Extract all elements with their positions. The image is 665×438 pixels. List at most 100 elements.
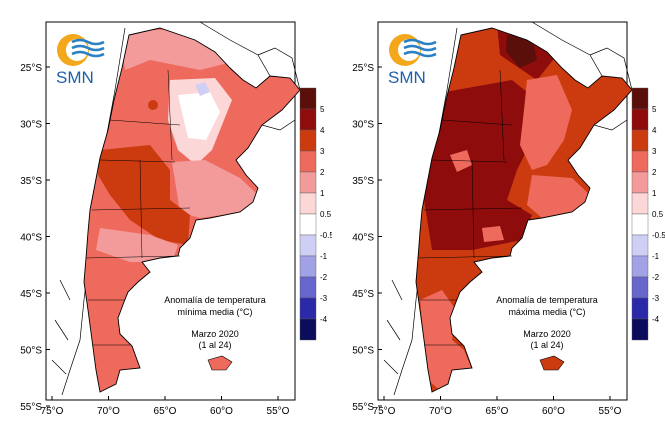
anomaly-zone-2-pampas (527, 175, 590, 218)
legend-label: 3 (652, 147, 657, 156)
legend-swatch (631, 192, 649, 215)
legend-label: 5 (320, 105, 325, 114)
malvinas-islands (207, 355, 233, 371)
lat-tick-label: 25°S (20, 63, 42, 74)
legend-swatch (299, 276, 317, 299)
lon-tick-label: 55°O (599, 406, 622, 417)
legend-swatch (631, 318, 649, 341)
smn-logo: SMN (388, 34, 437, 87)
lon-tick-label: 70°O (97, 406, 120, 417)
map-title-line2: mínima media (°C) (177, 307, 252, 317)
legend-swatch (631, 276, 649, 299)
legend-label: 1 (652, 189, 657, 198)
legend-swatch (631, 171, 649, 194)
lon-tick-label: 75°O (373, 406, 396, 417)
legend-label: 4 (652, 126, 657, 135)
org-name: SMN (56, 68, 94, 87)
lat-tick-label: 55°S (20, 402, 42, 413)
map-svg-max: 25°S 30°S 35°S 40°S 45°S 50°S 55°S 75°O 70°O 65°… (352, 21, 665, 417)
map-title-line2: máxima media (°C) (508, 307, 585, 317)
lat-tick-label: 40°S (352, 233, 374, 244)
legend: 5 4 3 2 1 0.5 -0.5 -1 -2 -3 -4 (299, 87, 334, 341)
legend-label: -4 (652, 315, 660, 324)
lon-tick-label: 75°O (41, 406, 64, 417)
province-borders (85, 69, 191, 346)
legend-swatch (299, 129, 317, 152)
anomaly-zone-5 (506, 35, 537, 68)
legend-swatch (299, 87, 317, 110)
lat-axis: 25°S 30°S 35°S 40°S 45°S 50°S 55°S (352, 63, 382, 413)
map-period-line2: (1 al 24) (530, 340, 563, 350)
org-name: SMN (388, 68, 426, 87)
legend-label: -2 (320, 273, 328, 282)
legend-swatch (631, 213, 649, 236)
legend-label: -0.5 (320, 231, 332, 240)
neighbor-borders (199, 21, 301, 91)
legend-swatch (631, 234, 649, 257)
lat-axis: 25°S 30°S 35°S 40°S 45°S 50°S 55°S (20, 63, 50, 413)
anomaly-spot-tucuman (148, 100, 158, 110)
lat-tick-label: 45°S (352, 289, 374, 300)
anomaly-zone-1-south (96, 228, 178, 262)
uruguay-border (261, 119, 296, 131)
anomaly-zone-neutral (178, 92, 220, 140)
anomaly-zone-2-litoral (520, 75, 572, 170)
map-period-line1: Marzo 2020 (523, 329, 571, 339)
anomaly-spot-patagonia (482, 226, 504, 242)
map-title-line1: Anomalía de temperatura (496, 295, 598, 305)
anomaly-zone-1-pampas (172, 160, 258, 218)
map-panel-max: 25°S 30°S 35°S 40°S 45°S 50°S 55°S 75°O 70°O 65°… (332, 0, 665, 433)
legend-swatch (299, 234, 317, 257)
legend-label: 3 (320, 147, 325, 156)
neighbor-borders (531, 21, 633, 91)
legend-label: 2 (320, 168, 325, 177)
lon-axis: 75°O 70°O 65°O 60°O 55°O (373, 396, 622, 417)
lon-tick-label: 65°O (486, 406, 509, 417)
legend: 5 4 3 2 1 0.5 -0.5 -1 -2 -3 -4 (631, 87, 665, 341)
legend-label: 0.5 (652, 210, 664, 219)
legend-swatch (299, 318, 317, 341)
legend-label: -3 (320, 294, 328, 303)
legend-label: 1 (320, 189, 325, 198)
legend-label: -1 (652, 252, 660, 261)
map-period-line2: (1 al 24) (198, 340, 231, 350)
legend-label: 5 (652, 105, 657, 114)
legend-swatch (299, 213, 317, 236)
anomaly-zone-neg05 (195, 82, 210, 96)
legend-swatch (631, 150, 649, 173)
lat-tick-label: 40°S (20, 233, 42, 244)
legend-swatch (299, 192, 317, 215)
map-period-line1: Marzo 2020 (191, 329, 239, 339)
legend-swatch (299, 171, 317, 194)
legend-label: 4 (320, 126, 325, 135)
lon-tick-label: 60°O (210, 406, 233, 417)
legend-swatch (631, 129, 649, 152)
province-borders (417, 69, 523, 346)
map-panel-min: 25°S 30°S 35°S 40°S 45°S 50°S 55°S 75°O 70°O 65°… (0, 0, 334, 433)
lon-axis: 75°O 70°O 65°O 60°O 55°O (41, 396, 290, 417)
anomaly-zone-4-west (424, 80, 537, 250)
uruguay-border (593, 119, 628, 131)
lat-tick-label: 30°S (20, 120, 42, 131)
lat-tick-label: 35°S (352, 176, 374, 187)
legend-label: -1 (320, 252, 328, 261)
legend-label: 0.5 (320, 210, 332, 219)
legend-swatch (299, 150, 317, 173)
lat-tick-label: 30°S (352, 120, 374, 131)
lat-tick-label: 55°S (352, 402, 374, 413)
lon-tick-label: 65°O (154, 406, 177, 417)
anomaly-zone-3-center (98, 145, 190, 245)
legend-label: -4 (320, 315, 328, 324)
lat-tick-label: 45°S (20, 289, 42, 300)
map-title-line1: Anomalía de temperatura (164, 295, 266, 305)
legend-swatch (631, 108, 649, 131)
lon-tick-label: 60°O (542, 406, 565, 417)
anomaly-zone-2-south (420, 290, 472, 392)
lon-tick-label: 55°O (267, 406, 290, 417)
legend-label: -3 (652, 294, 660, 303)
map-svg-min: 25°S 30°S 35°S 40°S 45°S 50°S 55°S 75°O 70°O 65°… (20, 21, 334, 417)
legend-swatch (299, 297, 317, 320)
legend-swatch (631, 255, 649, 278)
malvinas-islands (539, 355, 565, 371)
lat-tick-label: 35°S (20, 176, 42, 187)
